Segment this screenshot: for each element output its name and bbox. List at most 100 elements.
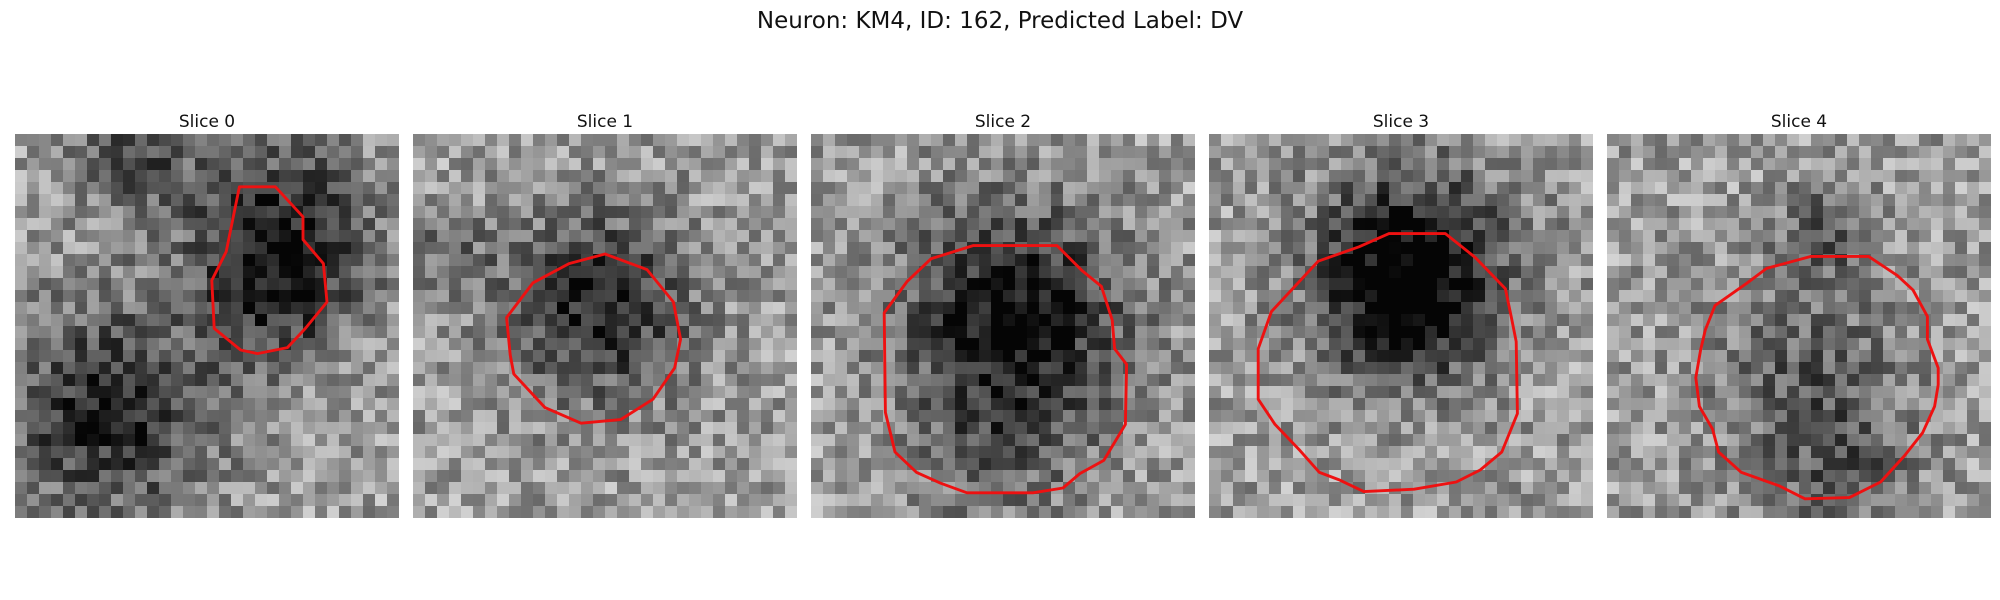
pixel [1883,398,1896,411]
pixel [291,182,304,195]
pixel [1979,134,1991,147]
pixel [1667,350,1680,363]
pixel [653,494,666,507]
pixel [1967,278,1980,291]
pixel [1967,242,1980,255]
pixel [1147,242,1160,255]
pixel [521,506,534,518]
pixel [1859,398,1872,411]
pixel [1979,422,1991,435]
pixel [1293,386,1306,399]
pixel [701,314,714,327]
pixel [1293,458,1306,471]
pixel [1353,350,1366,363]
pixel [581,494,594,507]
pixel [605,170,618,183]
pixel [99,482,112,495]
pixel [1305,194,1318,207]
pixel [111,338,124,351]
pixel [1329,134,1342,147]
pixel [1545,134,1558,147]
pixel [1727,338,1740,351]
pixel [907,350,920,363]
pixel [521,242,534,255]
pixel [785,158,797,171]
pixel [159,398,172,411]
pixel [87,230,100,243]
pixel [1233,326,1246,339]
pixel [255,506,268,518]
pixel [27,434,40,447]
pixel [701,254,714,267]
pixel [1607,254,1620,267]
pixel [1437,266,1450,279]
pixel [1039,182,1052,195]
pixel [1895,290,1908,303]
pixel [1679,278,1692,291]
pixel [1907,386,1920,399]
pixel [1907,146,1920,159]
pixel [1667,422,1680,435]
pixel [1401,398,1414,411]
pixel [1497,230,1510,243]
pixel [425,434,438,447]
pixel [967,446,980,459]
pixel [1401,170,1414,183]
pixel [123,290,136,303]
pixel [785,134,797,147]
pixel [581,182,594,195]
pixel [1437,302,1450,315]
pixel [171,326,184,339]
pixel [363,446,376,459]
pixel [1835,278,1848,291]
pixel [641,146,654,159]
pixel [931,146,944,159]
pixel [1003,386,1016,399]
pixel [1473,362,1486,375]
pixel [883,338,896,351]
pixel [351,242,364,255]
pixel [1147,170,1160,183]
pixel [1377,446,1390,459]
pixel [1111,230,1124,243]
pixel [1607,386,1620,399]
pixel [243,254,256,267]
pixel [1955,206,1968,219]
pixel [725,398,738,411]
pixel [87,446,100,459]
pixel [749,146,762,159]
pixel [629,146,642,159]
pixel [1221,386,1234,399]
pixel [1619,278,1632,291]
pixel [1679,218,1692,231]
pixel [593,182,606,195]
pixel [63,146,76,159]
pixel [1413,302,1426,315]
pixel [1329,146,1342,159]
pixel [1437,434,1450,447]
pixel [1799,302,1812,315]
pixel [1159,266,1172,279]
pixel [835,170,848,183]
pixel [1727,422,1740,435]
pixel [725,290,738,303]
pixel [1003,446,1016,459]
pixel [701,146,714,159]
pixel [737,422,750,435]
pixel [1401,362,1414,375]
pixel [1111,410,1124,423]
pixel [1847,206,1860,219]
pixel [665,242,678,255]
pixel [449,338,462,351]
pixel [1461,230,1474,243]
pixel [1811,410,1824,423]
pixel [1389,146,1402,159]
pixel [811,170,824,183]
pixel [1015,182,1028,195]
pixel [847,158,860,171]
pixel [811,266,824,279]
pixel [919,338,932,351]
pixel [1533,302,1546,315]
pixel [1775,134,1788,147]
pixel [75,386,88,399]
